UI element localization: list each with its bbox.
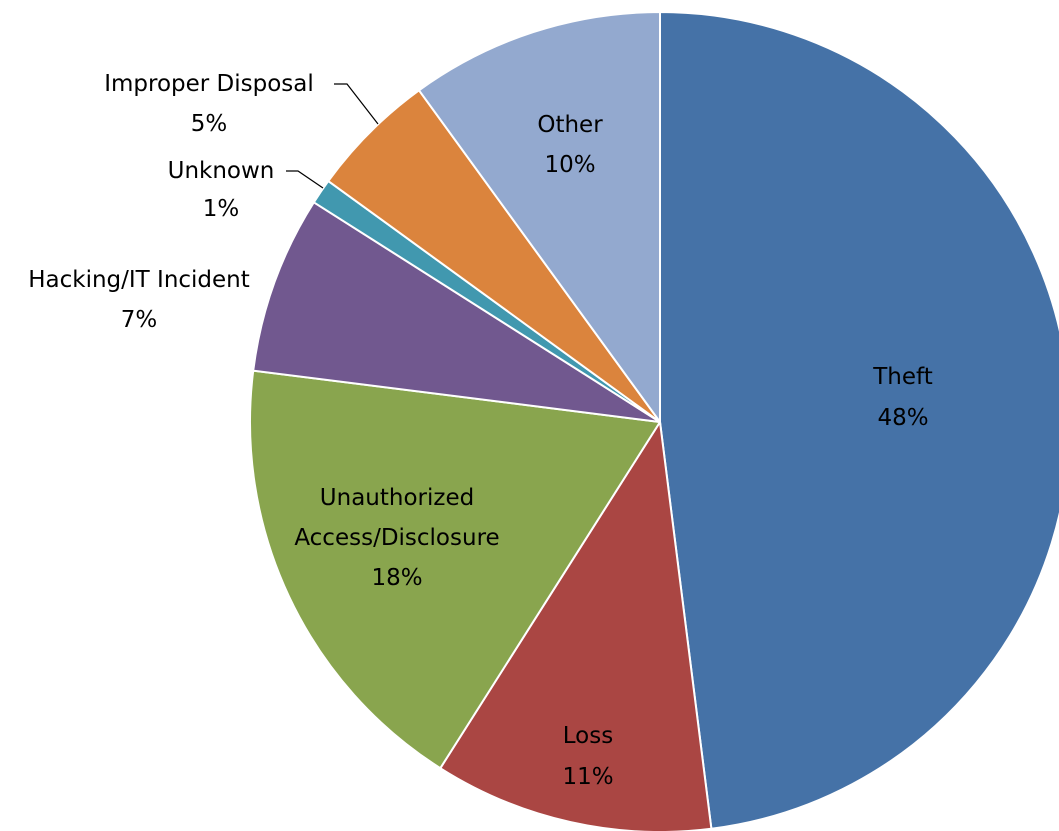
- data-label-name-unauthorized-access-disclosure: Unauthorized: [320, 485, 474, 511]
- data-label-percent-other: 10%: [544, 152, 595, 178]
- data-label-name-theft: Theft: [872, 364, 933, 390]
- leader-lines: [286, 83, 379, 189]
- data-label-percent-unauthorized-access-disclosure: 18%: [371, 565, 422, 591]
- data-labels: Theft 48% Loss 11% Unauthorized Access/Disclo…: [28, 71, 933, 790]
- data-label-name-improper-disposal: Improper Disposal: [104, 71, 314, 97]
- data-label-name-unauthorized-access-disclosure-line2: Access/Disclosure: [294, 525, 499, 551]
- data-label-name-unknown: Unknown: [168, 158, 275, 184]
- data-label-percent-hacking-it-incident: 7%: [121, 307, 158, 333]
- pie-slice-unauthorized-access-disclosure: [249, 369, 661, 770]
- pie-slice-other: [418, 11, 661, 423]
- pie-slice-theft: [659, 11, 1059, 830]
- data-label-name-other: Other: [537, 112, 603, 138]
- data-label-percent-unknown: 1%: [203, 196, 240, 222]
- pie-slices: [249, 11, 1059, 831]
- pie-slice-hacking-it-incident: [252, 201, 661, 423]
- data-label-name-hacking-it-incident: Hacking/IT Incident: [28, 267, 250, 293]
- data-label-name-loss: Loss: [563, 723, 613, 749]
- leader-line-unknown: [286, 170, 324, 189]
- pie-slice-loss: [439, 421, 713, 831]
- data-label-percent-loss: 11%: [562, 764, 613, 790]
- leader-line-improper-disposal: [334, 83, 379, 125]
- data-label-percent-improper-disposal: 5%: [191, 111, 228, 137]
- data-label-percent-theft: 48%: [877, 405, 928, 431]
